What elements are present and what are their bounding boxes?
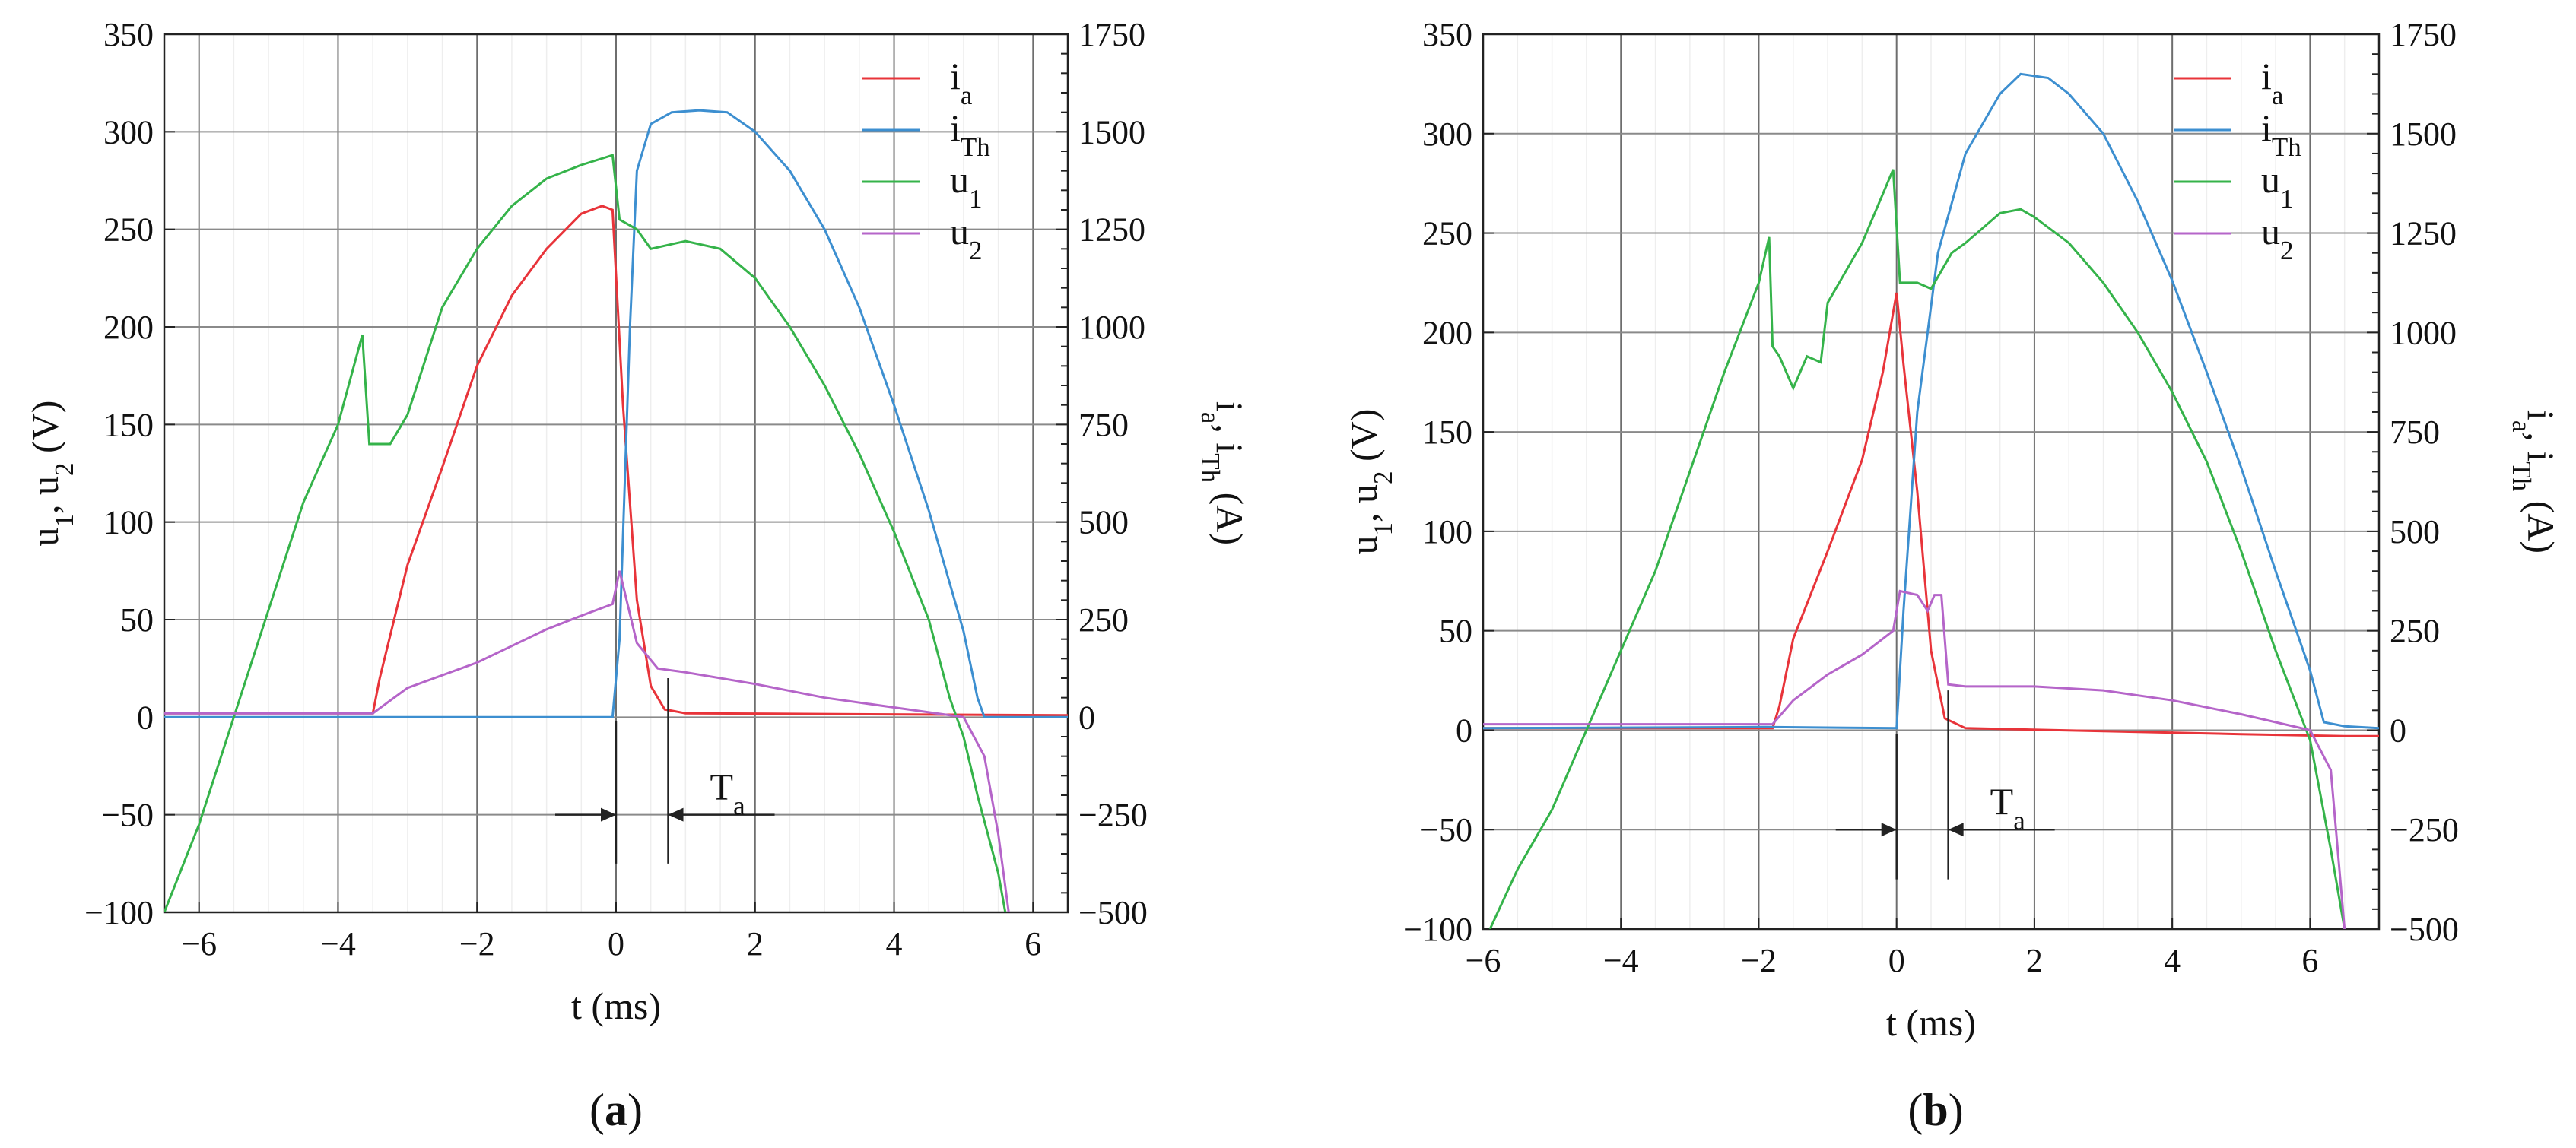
y-right-tick-label: 0: [2390, 712, 2406, 749]
x-tick-label: 0: [608, 925, 624, 962]
y-right-tick-label: −250: [2390, 811, 2459, 848]
x-tick-label: −4: [1603, 942, 1639, 979]
y-right-tick-label: 0: [1078, 699, 1095, 736]
legend-label-iTh: iTh: [2261, 106, 2301, 162]
series-line-iTh: [1483, 72, 2379, 730]
x-tick-label: −6: [1466, 942, 1501, 979]
ta-arrowhead-right: [668, 807, 684, 822]
ta-arrowhead-left: [601, 807, 616, 822]
y-left-tick-label: 350: [1422, 16, 1472, 53]
y-left-tick-label: 100: [1422, 513, 1472, 550]
y-left-tick-label: 150: [1422, 414, 1472, 451]
x-tick-label: 6: [1024, 925, 1041, 962]
y-right-tick-label: 250: [2390, 613, 2440, 650]
y-right-tick-label: 500: [1078, 504, 1129, 541]
y-left-tick-label: 350: [103, 16, 154, 53]
panel-label: (a): [589, 1085, 643, 1135]
y-right-tick-label: −500: [1078, 894, 1148, 931]
x-tick-label: −6: [181, 925, 217, 962]
ta-arrowhead-right: [1948, 823, 1964, 837]
y-left-tick-label: 200: [1422, 314, 1472, 351]
legend-label-u2: u2: [2261, 210, 2294, 265]
x-tick-label: 2: [747, 925, 764, 962]
legend-label-iTh: iTh: [950, 106, 990, 162]
y-right-tick-label: 1250: [1078, 211, 1145, 249]
y-right-tick-label: −250: [1078, 797, 1148, 834]
legend-label-u1: u1: [950, 158, 983, 214]
series-line-u2: [164, 570, 1010, 912]
y-right-axis-label: ia, iTh (A): [2508, 410, 2563, 553]
y-right-tick-label: 1750: [1078, 16, 1145, 53]
y-left-tick-label: 0: [137, 699, 154, 736]
y-right-tick-label: 500: [2390, 513, 2440, 550]
legend-label-ia: ia: [950, 55, 973, 110]
y-right-tick-label: 1000: [1078, 309, 1145, 346]
y-left-tick-label: 150: [103, 406, 154, 443]
series-line-u1: [1488, 169, 2346, 929]
panel-label: (b): [1907, 1085, 1963, 1135]
y-left-axis-label: u1, u2 (V): [24, 401, 79, 547]
legend-label-ia: ia: [2261, 55, 2284, 110]
x-tick-label: −2: [1741, 942, 1777, 979]
y-left-tick-label: −50: [101, 797, 154, 834]
y-left-tick-label: 250: [103, 211, 154, 249]
y-right-tick-label: −500: [2390, 911, 2459, 948]
series-line-iTh: [164, 109, 1068, 718]
plot-frame: [1482, 33, 2381, 931]
series-line-ia: [1483, 292, 2379, 737]
series-line-u2: [1483, 589, 2346, 929]
legend-label-u2: u2: [950, 210, 983, 265]
y-left-tick-label: 100: [103, 504, 154, 541]
legend-label-u1: u1: [2261, 158, 2294, 214]
y-right-tick-label: 750: [2390, 414, 2440, 451]
x-tick-label: −2: [459, 925, 495, 962]
ta-label: Ta: [710, 766, 746, 821]
y-left-tick-label: 50: [120, 601, 154, 639]
ta-arrowhead-left: [1881, 823, 1897, 837]
x-tick-label: 0: [1888, 942, 1905, 979]
chart-panel-b: −6 −4 −2 0 2 4 6−100−50050100150200250300350−5…: [1342, 16, 2562, 1135]
x-tick-label: 4: [2164, 942, 2181, 979]
x-tick-label: 6: [2301, 942, 2318, 979]
y-right-tick-label: 1500: [2390, 116, 2457, 153]
chart-panel-a: −6 −4 −2 0 2 4 6−100−50050100150200250300350−5…: [24, 16, 1251, 1135]
y-left-tick-label: −100: [84, 894, 154, 931]
x-axis-label: t (ms): [571, 985, 661, 1027]
y-left-tick-label: −100: [1403, 911, 1472, 948]
y-right-tick-label: 1500: [1078, 113, 1145, 151]
y-left-tick-label: 0: [1456, 712, 1472, 749]
y-right-tick-label: 750: [1078, 406, 1129, 443]
y-right-tick-label: 250: [1078, 601, 1129, 639]
x-tick-label: 2: [2026, 942, 2043, 979]
y-left-tick-label: 250: [1422, 215, 1472, 252]
y-right-tick-label: 1000: [2390, 314, 2457, 351]
y-left-tick-label: −50: [1420, 811, 1472, 848]
x-axis-label: t (ms): [1886, 1001, 1976, 1044]
y-right-tick-label: 1750: [2390, 16, 2457, 53]
x-tick-label: 4: [886, 925, 903, 962]
ta-label: Ta: [1990, 780, 2026, 836]
x-tick-label: −4: [320, 925, 356, 962]
series-line-u1: [164, 154, 1007, 912]
y-left-tick-label: 50: [1439, 613, 1472, 650]
y-left-tick-label: 300: [1422, 116, 1472, 153]
y-right-axis-label: ia, iTh (A): [1196, 401, 1252, 545]
y-left-axis-label: u1, u2 (V): [1342, 409, 1398, 555]
y-right-tick-label: 1250: [2390, 215, 2457, 252]
series-line-ia: [164, 205, 1068, 717]
y-left-tick-label: 200: [103, 309, 154, 346]
y-left-tick-label: 300: [103, 113, 154, 151]
